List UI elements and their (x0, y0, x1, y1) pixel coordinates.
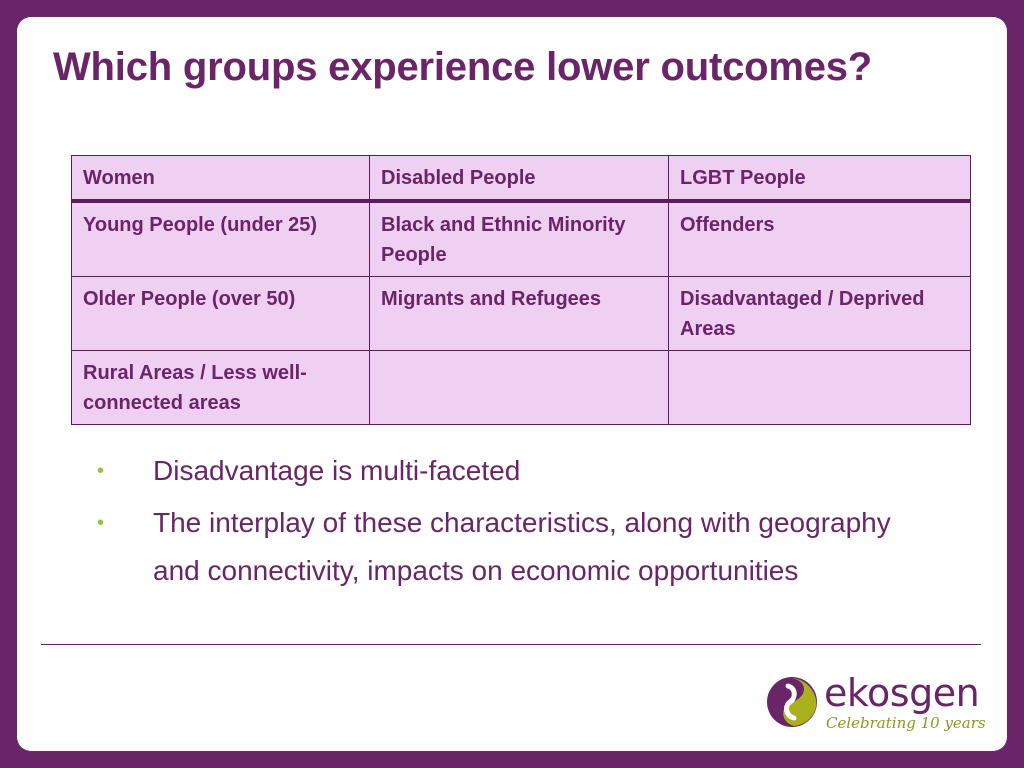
bullet-text: The interplay of these characteristics, … (153, 507, 891, 586)
brand-tagline: Celebrating 10 years (826, 714, 986, 732)
bullet-dot-icon: • (97, 460, 105, 482)
list-item: • The interplay of these characteristics… (89, 499, 909, 595)
table-cell: Older People (over 50) (71, 276, 370, 351)
bullet-text: Disadvantage is multi-faceted (153, 455, 521, 486)
table-cell: Black and Ethnic Minority People (369, 200, 669, 277)
table-cell: Offenders (668, 200, 971, 277)
ekosgen-swirl-icon (767, 677, 817, 727)
table-cell: Rural Areas / Less well-connected areas (71, 350, 370, 425)
table-cell: LGBT People (668, 155, 971, 203)
bullet-dot-icon: • (97, 512, 105, 534)
table-cell: Young People (under 25) (71, 200, 370, 277)
brand-name: ekosgen (824, 671, 980, 715)
table-cell: Migrants and Refugees (369, 276, 669, 351)
table-row: Older People (over 50) Migrants and Refu… (71, 276, 971, 351)
table-row: Women Disabled People LGBT People (71, 155, 971, 203)
ekosgen-logo: ekosgen Celebrating 10 years (766, 672, 986, 742)
table-row: Rural Areas / Less well-connected areas (71, 350, 971, 425)
table-cell (668, 350, 971, 425)
bullet-list: • Disadvantage is multi-faceted • The in… (89, 447, 909, 599)
table-cell: Women (71, 155, 370, 203)
table-cell (369, 350, 669, 425)
table-row: Young People (under 25) Black and Ethnic… (71, 200, 971, 277)
list-item: • Disadvantage is multi-faceted (89, 447, 909, 495)
slide: Which groups experience lower outcomes? … (17, 17, 1007, 751)
table-cell: Disabled People (369, 155, 669, 203)
table-cell: Disadvantaged / Deprived Areas (668, 276, 971, 351)
groups-table: Women Disabled People LGBT People Young … (71, 155, 971, 425)
slide-title: Which groups experience lower outcomes? (53, 45, 873, 89)
footer-divider (41, 644, 981, 645)
